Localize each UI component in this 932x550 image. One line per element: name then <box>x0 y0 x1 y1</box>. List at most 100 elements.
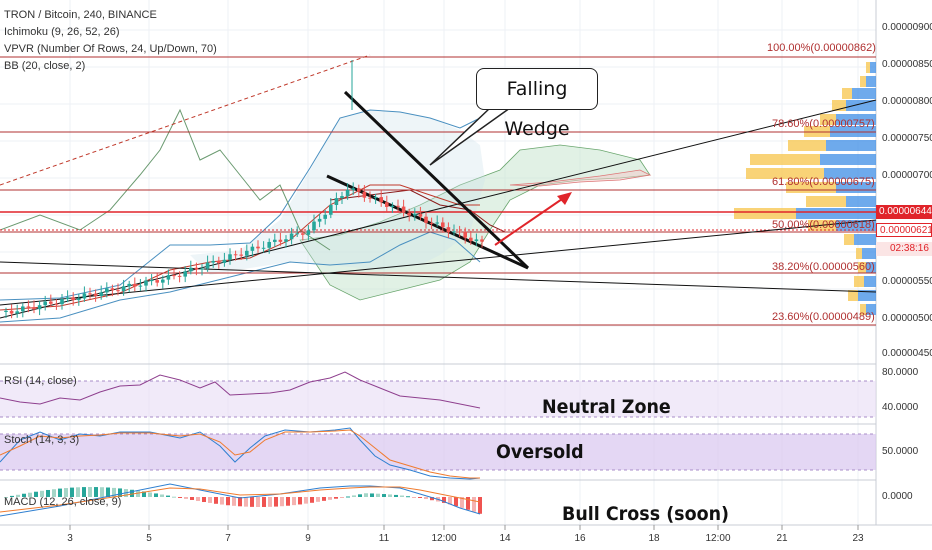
ichimoku-lagging-span <box>0 108 331 251</box>
candle-body <box>474 239 479 242</box>
macd-bar <box>400 495 404 497</box>
macd-bar <box>46 489 50 497</box>
macd-bar <box>130 489 134 497</box>
stoch-k <box>0 427 481 480</box>
vpvr-bar-down <box>786 182 836 193</box>
indicator-ichimoku[interactable]: Ichimoku (9, 26, 52, 26) <box>4 26 120 38</box>
macd-bar <box>142 491 146 497</box>
candle-body <box>9 310 14 314</box>
macd-bar <box>94 487 98 497</box>
candle-body <box>127 283 131 287</box>
time-tick: 3 <box>67 533 73 544</box>
macd-bar <box>418 497 422 498</box>
vpvr-bar-down <box>832 100 846 111</box>
candle-body <box>284 239 288 242</box>
breakout-arrow <box>494 196 566 246</box>
macd-bar <box>172 496 176 498</box>
bull-cross-text[interactable]: Bull Cross (soon) <box>562 503 730 525</box>
macd-bar <box>250 497 254 507</box>
stoch-d <box>0 429 480 479</box>
macd-bar <box>4 497 8 498</box>
candle-body <box>211 260 215 263</box>
price-tick: 0.00000800 <box>882 96 932 107</box>
macd-bar <box>304 497 308 504</box>
vpvr-bar-down <box>860 76 866 87</box>
macd-bar <box>232 497 236 506</box>
candle-body <box>99 292 103 296</box>
candle-body <box>121 286 126 292</box>
macd-bar <box>64 488 68 497</box>
macd-bar <box>406 496 410 498</box>
candle-body <box>189 267 193 272</box>
candle-body <box>15 311 19 314</box>
stoch-zone <box>0 434 876 470</box>
macd-bar <box>424 497 428 500</box>
macd-signal <box>0 486 481 513</box>
vpvr-bar-up <box>836 182 876 193</box>
macd-bar <box>70 487 74 497</box>
rsi-label[interactable]: RSI (14, close) <box>4 375 77 387</box>
macd-bar <box>190 497 194 500</box>
candle-body <box>138 285 143 287</box>
candle-body <box>4 310 8 312</box>
candle-body <box>469 237 473 242</box>
candle-body <box>133 283 137 287</box>
macd-bar <box>34 491 38 497</box>
candle-body <box>418 213 423 217</box>
macd-bar <box>214 497 218 504</box>
macd-bar <box>256 497 260 507</box>
indicator-bb[interactable]: BB (20, close, 2) <box>4 60 86 72</box>
candle-body <box>110 288 115 291</box>
vpvr-bar-down <box>734 208 796 219</box>
macd-bar <box>430 497 434 501</box>
candle-body <box>379 197 383 203</box>
macd-bar <box>208 497 212 503</box>
candle-body <box>250 246 255 251</box>
time-tick: 18 <box>648 533 660 544</box>
time-tick: 21 <box>776 533 788 544</box>
macd-bar <box>460 497 464 508</box>
vpvr-bar-up <box>866 262 876 273</box>
candle-body <box>323 214 327 219</box>
dashed-trendline <box>0 54 371 186</box>
vpvr-bar-down <box>860 304 866 315</box>
macd-label[interactable]: MACD (12, 26, close, 9) <box>4 496 122 508</box>
neutral-zone-text[interactable]: Neutral Zone <box>542 396 671 418</box>
candle-body <box>105 288 109 293</box>
candle-body <box>373 197 378 199</box>
vpvr-bar-down <box>820 114 836 125</box>
oversold-text[interactable]: Oversold <box>496 441 584 463</box>
candle-body <box>200 268 204 270</box>
candle-body <box>289 233 294 240</box>
vpvr-bar-up <box>866 304 876 315</box>
candle-body <box>368 197 372 199</box>
macd-bar <box>262 497 266 507</box>
macd-tick: 0.0000 <box>882 491 913 502</box>
trendline-horizontal <box>0 261 877 293</box>
macd-bar <box>478 497 482 514</box>
vpvr-bar-down <box>856 248 862 259</box>
macd-bar <box>52 489 56 497</box>
chart-title: TRON / Bitcoin, 240, BINANCE <box>4 9 157 21</box>
vpvr-bar-down <box>866 62 870 73</box>
candle-body <box>463 231 467 238</box>
macd-bar <box>184 497 188 499</box>
candle-body <box>385 202 389 207</box>
candle-body <box>172 275 176 277</box>
vpvr-bar-up <box>846 196 876 207</box>
candle-body <box>278 239 283 242</box>
vpvr-bar-down <box>848 290 858 301</box>
macd-bar <box>466 497 470 510</box>
candle-body <box>217 260 221 263</box>
candle-body <box>312 221 316 231</box>
candle-body <box>317 218 322 222</box>
macd-bar <box>136 490 140 497</box>
price-tick: 0.00000900 <box>882 22 932 33</box>
vpvr-bar-down <box>858 262 866 273</box>
falling-wedge-callout[interactable]: Falling Wedge <box>476 68 598 140</box>
price-tick: 0.00000850 <box>882 59 932 70</box>
candle-body <box>301 233 305 235</box>
stoch-label[interactable]: Stoch (14, 3, 3) <box>4 434 80 446</box>
indicator-vpvr[interactable]: VPVR (Number Of Rows, 24, Up/Down, 70) <box>4 43 217 55</box>
